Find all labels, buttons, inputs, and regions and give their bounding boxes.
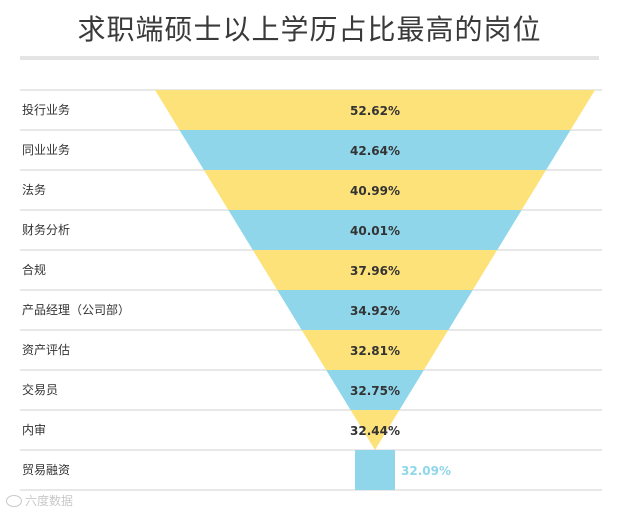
funnel-segment: [277, 290, 473, 330]
weibo-icon: [6, 494, 22, 507]
category-label: 交易员: [22, 382, 58, 397]
value-label: 42.64%: [350, 144, 400, 158]
value-label: 52.62%: [350, 104, 400, 118]
funnel-segment: [179, 130, 571, 170]
title-underline: [20, 56, 599, 60]
value-label: 34.92%: [350, 304, 400, 318]
category-label: 同业业务: [22, 142, 70, 157]
category-label: 贸易融资: [22, 463, 70, 477]
category-label: 财务分析: [22, 222, 70, 237]
value-label: 40.99%: [350, 184, 400, 198]
funnel-segment: [228, 210, 522, 250]
category-label: 投行业务: [22, 102, 70, 117]
value-label: 40.01%: [350, 224, 400, 238]
funnel-segment: [203, 170, 547, 210]
value-label: 32.75%: [350, 384, 400, 398]
category-label: 内审: [22, 422, 46, 437]
category-label: 资产评估: [22, 343, 70, 357]
category-label: 合规: [22, 262, 46, 277]
funnel-segment: [155, 90, 595, 130]
funnel-segment: [355, 450, 395, 490]
value-label: 32.09%: [401, 464, 451, 478]
funnel-segment: [252, 250, 498, 290]
category-label: 产品经理（公司部）: [22, 302, 130, 317]
chart-title: 求职端硕士以上学历占比最高的岗位: [77, 13, 542, 46]
funnel-segment: [301, 330, 449, 370]
watermark: 六度数据: [6, 492, 73, 509]
category-label: 法务: [22, 182, 46, 197]
funnel-segment: [326, 370, 424, 410]
value-label: 32.81%: [350, 344, 400, 358]
funnel-segment: [350, 410, 400, 450]
watermark-text: 六度数据: [25, 494, 74, 508]
value-label: 37.96%: [350, 264, 400, 278]
value-label: 32.44%: [350, 424, 400, 438]
